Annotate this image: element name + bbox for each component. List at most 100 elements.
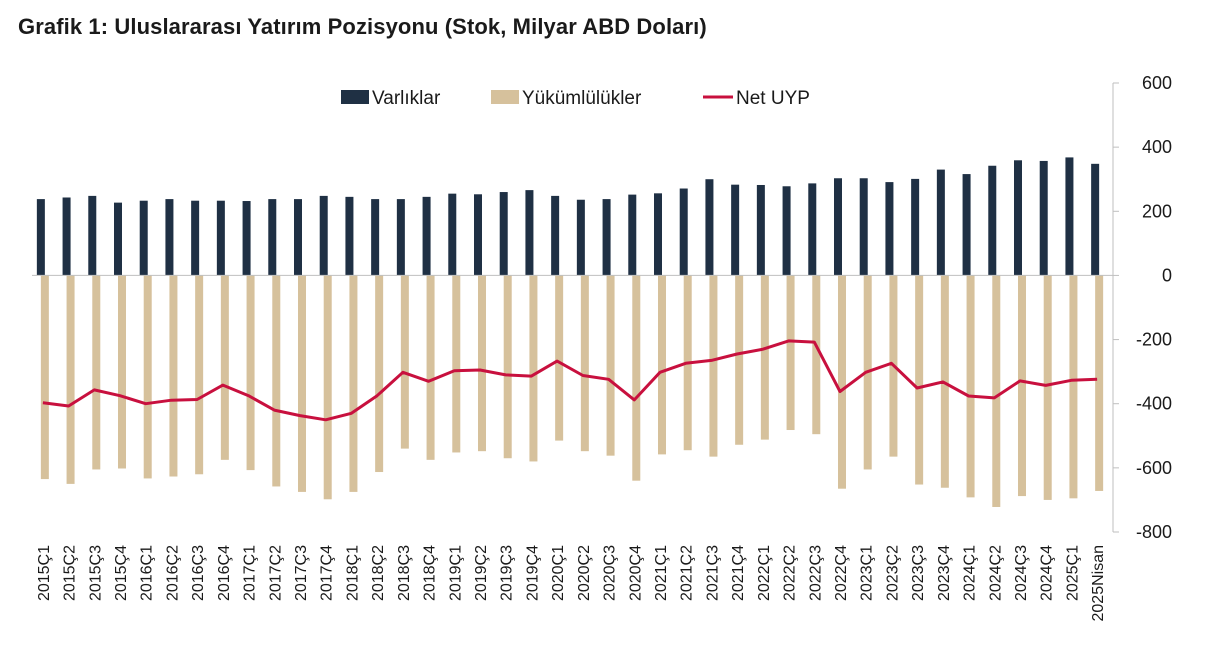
x-tick-label: 2020Ç1 — [550, 545, 567, 601]
legend-item: Yükümlülükler — [491, 88, 642, 109]
x-tick-label: 2018Ç2 — [370, 545, 387, 601]
legend-label: Varlıklar — [372, 88, 441, 109]
bar-yukumlulukler — [118, 275, 126, 469]
x-tick-label: 2017Ç2 — [267, 545, 284, 601]
bar-yukumlulukler — [632, 275, 641, 481]
y-tick-label: 200 — [1142, 201, 1172, 221]
bar-yukumlulukler — [580, 275, 589, 452]
bar-varliklar — [371, 199, 380, 276]
legend-item: Varlıklar — [341, 88, 441, 109]
x-tick-label: 2017Ç4 — [319, 545, 336, 601]
bar-yukumlulukler — [169, 275, 178, 477]
x-tick-label: 2021Ç2 — [679, 545, 696, 601]
bar-yukumlulukler — [195, 275, 204, 475]
bar-varliklar — [268, 199, 277, 276]
bar-varliklar — [551, 195, 560, 276]
y-tick-label: 600 — [1142, 73, 1172, 93]
x-tick-label: 2024Ç4 — [1039, 545, 1056, 601]
bar-varliklar — [345, 196, 354, 276]
bar-varliklar — [859, 178, 868, 276]
bar-yukumlulukler — [606, 275, 615, 456]
bar-varliklar — [36, 199, 45, 276]
x-tick-label: 2019Ç4 — [524, 545, 541, 601]
x-tick-label: 2018Ç4 — [422, 545, 439, 601]
bar-varliklar — [139, 200, 148, 276]
bar-varliklar — [602, 199, 611, 276]
bar-varliklar — [294, 199, 302, 276]
bar-yukumlulukler — [812, 275, 821, 435]
bar-varliklar — [628, 194, 637, 276]
x-tick-label: 2023Ç1 — [859, 545, 876, 601]
bar-varliklar — [499, 192, 508, 276]
bar-varliklar — [396, 199, 405, 276]
bar-yukumlulukler — [220, 275, 229, 460]
bar-varliklar — [654, 193, 662, 276]
bar-yukumlulukler — [40, 275, 49, 480]
liabilities-bars — [40, 275, 1104, 507]
bar-yukumlulukler — [735, 275, 744, 445]
bar-yukumlulukler — [400, 275, 409, 449]
bar-yukumlulukler — [478, 275, 486, 452]
bar-varliklar — [962, 174, 971, 276]
x-tick-label: 2025Nisan — [1090, 545, 1107, 622]
bar-varliklar — [988, 165, 997, 276]
bar-yukumlulukler — [555, 275, 564, 441]
bar-varliklar — [88, 195, 97, 276]
bar-varliklar — [165, 199, 174, 276]
x-tick-label: 2022Ç1 — [756, 545, 773, 601]
bar-yukumlulukler — [760, 275, 769, 440]
bar-varliklar — [114, 202, 122, 276]
legend-swatch — [341, 90, 369, 104]
bar-varliklar — [576, 199, 585, 276]
bar-yukumlulukler — [246, 275, 255, 471]
bar-yukumlulukler — [349, 275, 358, 492]
bar-yukumlulukler — [786, 275, 795, 431]
x-tick-label: 2019Ç1 — [447, 545, 464, 601]
bar-varliklar — [448, 193, 457, 276]
bar-yukumlulukler — [992, 275, 1001, 507]
bar-varliklar — [1091, 163, 1100, 276]
y-tick-label: -600 — [1136, 458, 1172, 478]
x-tick-label: 2020Ç2 — [576, 545, 593, 601]
x-tick-label: 2021Ç3 — [704, 545, 721, 601]
x-tick-label: 2023Ç2 — [884, 545, 901, 601]
bar-varliklar — [242, 201, 251, 276]
x-tick-label: 2015Ç1 — [36, 545, 53, 601]
x-tick-label: 2016Ç3 — [190, 545, 207, 601]
bar-varliklar — [1039, 160, 1048, 276]
bar-yukumlulukler — [529, 275, 538, 462]
net-uyp-line — [42, 339, 1098, 422]
y-axis: 600 400 200 0 -200 -400 -600 -800 — [32, 73, 1172, 542]
bar-yukumlulukler — [66, 275, 75, 484]
x-tick-label: 2017Ç3 — [293, 545, 310, 601]
x-tick-label: 2018Ç3 — [396, 545, 413, 601]
bar-yukumlulukler — [1043, 275, 1052, 500]
bar-varliklar — [62, 197, 71, 276]
bar-yukumlulukler — [323, 275, 332, 500]
legend-item: Net UYP — [703, 88, 810, 109]
x-tick-label: 2018Ç1 — [344, 545, 361, 601]
x-tick-label: 2015Ç3 — [87, 545, 104, 601]
x-tick-label: 2015Ç4 — [113, 545, 130, 601]
bar-yukumlulukler — [915, 275, 924, 485]
net-uyp-line-group — [42, 339, 1098, 422]
x-tick-label: 2021Ç1 — [653, 545, 670, 601]
bar-varliklar — [808, 183, 817, 276]
y-tick-label: -800 — [1136, 522, 1172, 542]
x-tick-label: 2016Ç1 — [139, 545, 156, 601]
x-tick-label: 2017Ç1 — [242, 545, 259, 601]
bar-yukumlulukler — [838, 275, 846, 489]
y-tick-label: -400 — [1136, 394, 1172, 414]
x-tick-label: 2024Ç1 — [962, 545, 979, 601]
bar-varliklar — [216, 200, 225, 276]
x-tick-label: 2016Ç4 — [216, 545, 233, 601]
bar-varliklar — [911, 178, 920, 276]
bar-varliklar — [1014, 160, 1022, 276]
bar-varliklar — [756, 184, 765, 276]
x-tick-label: 2022Ç4 — [833, 545, 850, 601]
bar-yukumlulukler — [375, 275, 384, 473]
x-tick-label: 2023Ç4 — [936, 545, 953, 601]
y-tick-label: 0 — [1162, 265, 1172, 285]
bar-yukumlulukler — [1069, 275, 1078, 499]
